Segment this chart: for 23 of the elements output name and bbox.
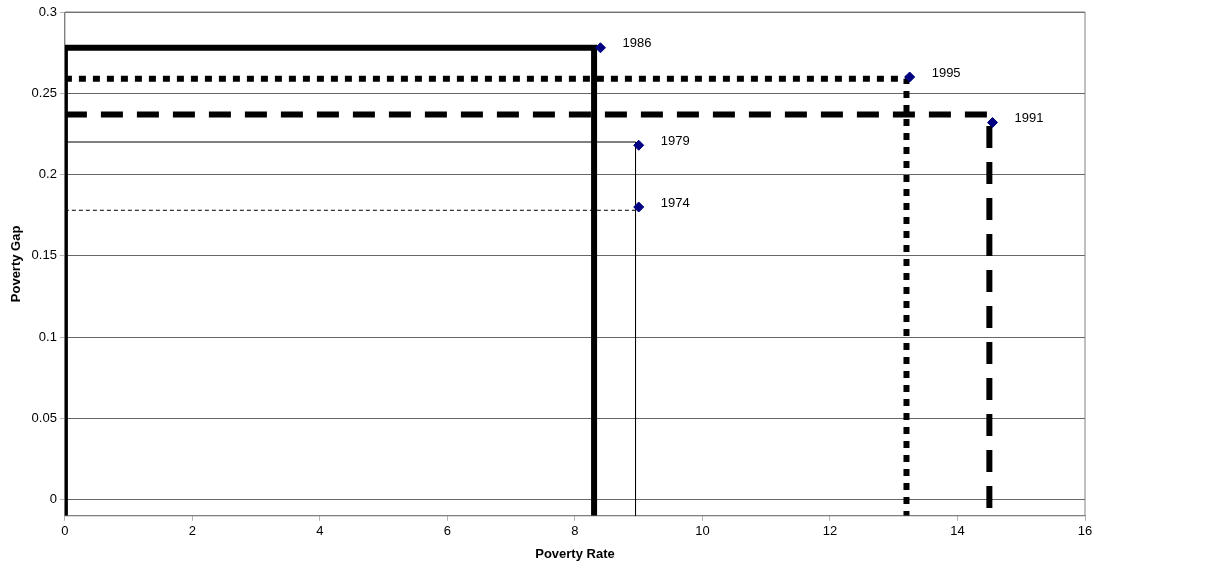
- y-axis-title: Poverty Gap: [8, 225, 24, 303]
- x-tick-label: 4: [316, 523, 324, 539]
- annotation: 1986: [622, 35, 652, 51]
- annotation: 1995: [931, 64, 961, 80]
- x-tick-label: 12: [822, 523, 838, 539]
- x-tick-label: 10: [695, 523, 710, 539]
- y-tick-label: 0.05: [31, 409, 57, 425]
- annotation: 1974: [660, 194, 690, 210]
- annotation: 1991: [1014, 110, 1044, 126]
- x-tick-label: 0: [61, 523, 69, 539]
- x-tick-label: 8: [571, 523, 579, 539]
- y-tick-label: 0.15: [31, 247, 57, 263]
- x-axis-title: Poverty Rate: [535, 545, 615, 561]
- y-tick-label: 0.2: [38, 166, 57, 182]
- x-tick-label: 14: [950, 523, 965, 539]
- x-tick-label: 2: [188, 523, 197, 539]
- annotation: 1979: [660, 132, 690, 148]
- y-tick-label: 0.1: [38, 328, 57, 344]
- y-tick-label: 0: [49, 491, 57, 507]
- x-tick-label: 6: [443, 523, 452, 539]
- x-tick-label: 16: [1077, 523, 1093, 539]
- y-tick-label: 0.3: [38, 3, 57, 19]
- y-tick-label: 0.25: [31, 84, 57, 100]
